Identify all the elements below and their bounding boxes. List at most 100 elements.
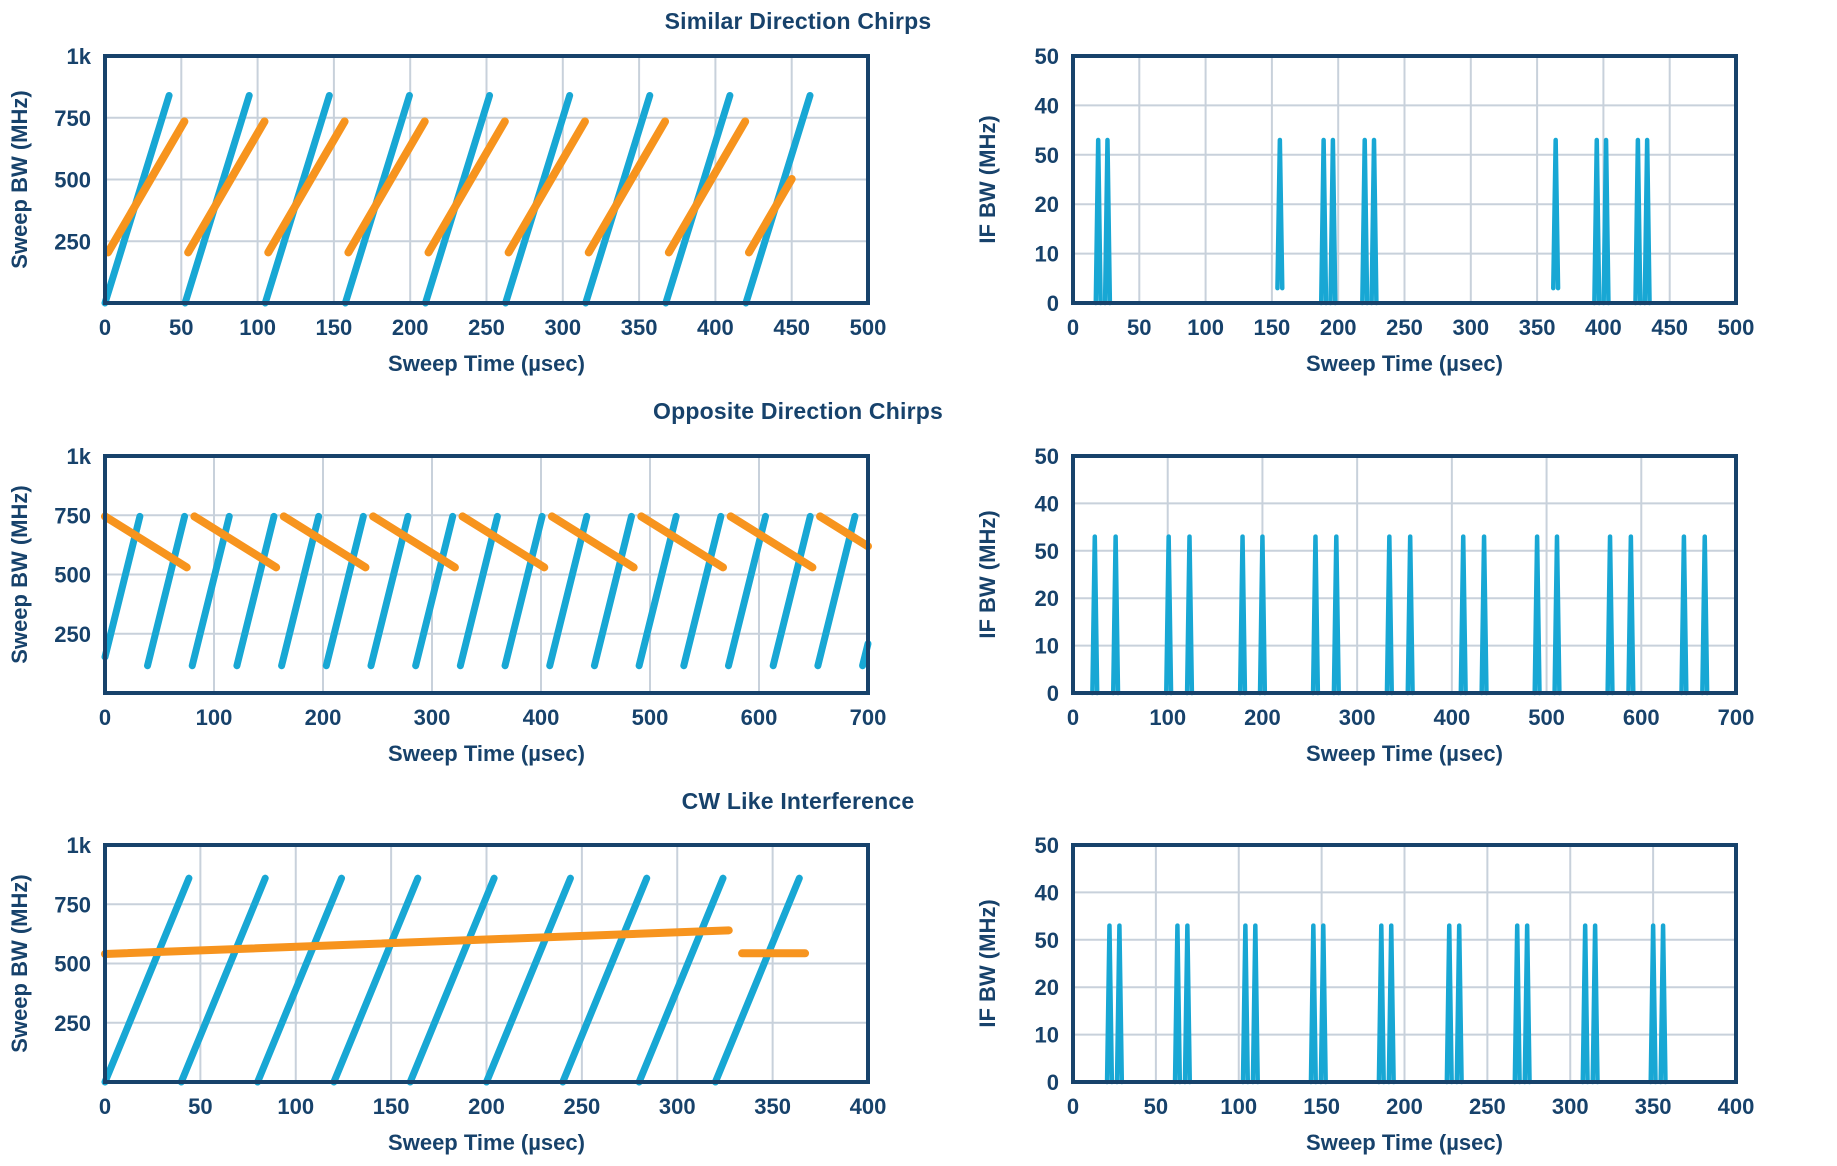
svg-text:50: 50 — [1035, 833, 1059, 858]
svg-text:200: 200 — [468, 1094, 505, 1119]
svg-text:10: 10 — [1035, 242, 1059, 267]
svg-text:1k: 1k — [67, 44, 92, 69]
svg-text:20: 20 — [1035, 586, 1059, 611]
svg-text:Sweep Time (µsec): Sweep Time (µsec) — [388, 351, 585, 376]
svg-text:500: 500 — [54, 563, 91, 588]
svg-text:0: 0 — [1047, 291, 1059, 316]
svg-text:700: 700 — [1718, 705, 1755, 730]
chart-cw-if-bw: 0 50 100 150 200 250 300 350 40050405020100Sweep… — [975, 833, 1754, 1155]
svg-text:0: 0 — [1047, 681, 1059, 706]
svg-text:750: 750 — [54, 892, 91, 917]
svg-text:1k: 1k — [67, 833, 92, 858]
svg-text:0: 0 — [1067, 315, 1079, 340]
svg-text:500: 500 — [1718, 315, 1755, 340]
svg-text:250: 250 — [54, 229, 91, 254]
svg-text:100: 100 — [1220, 1094, 1257, 1119]
svg-text:40: 40 — [1035, 93, 1059, 118]
svg-text:450: 450 — [1651, 315, 1688, 340]
svg-text:700: 700 — [850, 705, 887, 730]
chart-similar-if-bw: 0 50 100 150 200 250 300 350 400 450 5005040502010… — [975, 44, 1754, 376]
svg-text:200: 200 — [305, 705, 342, 730]
svg-text:750: 750 — [54, 106, 91, 131]
svg-text:150: 150 — [373, 1094, 410, 1119]
svg-text:300: 300 — [1339, 705, 1376, 730]
chart-similar-sweep-bw: 0 50 100 150 200 250 300 350 400 450 500 1k 750 500 25… — [7, 44, 886, 376]
svg-text:400: 400 — [523, 705, 560, 730]
svg-text:500: 500 — [1528, 705, 1565, 730]
svg-text:100: 100 — [1187, 315, 1224, 340]
svg-text:1k: 1k — [67, 444, 92, 469]
svg-text:50: 50 — [188, 1094, 212, 1119]
svg-text:0: 0 — [1067, 705, 1079, 730]
chart-cw-sweep-bw: 0 50 100 150 200 250 300 350 400 1k 750 500 250 Sweep… — [7, 833, 886, 1155]
svg-text:0: 0 — [99, 1094, 111, 1119]
svg-text:150: 150 — [1303, 1094, 1340, 1119]
svg-text:50: 50 — [1127, 315, 1151, 340]
svg-text:Sweep Time (µsec): Sweep Time (µsec) — [1306, 1130, 1503, 1155]
svg-text:100: 100 — [1149, 705, 1186, 730]
svg-text:100: 100 — [277, 1094, 314, 1119]
svg-text:20: 20 — [1035, 975, 1059, 1000]
svg-text:300: 300 — [1552, 1094, 1589, 1119]
svg-text:500: 500 — [850, 315, 887, 340]
svg-text:400: 400 — [850, 1094, 887, 1119]
svg-text:250: 250 — [564, 1094, 601, 1119]
svg-text:250: 250 — [1386, 315, 1423, 340]
svg-text:50: 50 — [1035, 539, 1059, 564]
svg-text:250: 250 — [468, 315, 505, 340]
svg-text:350: 350 — [1519, 315, 1556, 340]
svg-text:Sweep Time (µsec): Sweep Time (µsec) — [388, 1130, 585, 1155]
svg-text:350: 350 — [754, 1094, 791, 1119]
svg-text:IF BW (MHz): IF BW (MHz) — [975, 899, 1000, 1027]
svg-text:350: 350 — [621, 315, 658, 340]
svg-text:50: 50 — [1035, 44, 1059, 69]
svg-text:50: 50 — [1035, 928, 1059, 953]
svg-text:400: 400 — [1433, 705, 1470, 730]
row-title-opposite-direction: Opposite Direction Chirps — [653, 398, 943, 424]
svg-text:20: 20 — [1035, 192, 1059, 217]
svg-text:Sweep Time (µsec): Sweep Time (µsec) — [388, 741, 585, 766]
svg-text:500: 500 — [54, 168, 91, 193]
svg-text:500: 500 — [54, 952, 91, 977]
svg-text:0: 0 — [1047, 1070, 1059, 1095]
svg-text:100: 100 — [239, 315, 276, 340]
row-title-cw-like: CW Like Interference — [681, 788, 915, 814]
svg-text:200: 200 — [1386, 1094, 1423, 1119]
svg-text:50: 50 — [169, 315, 193, 340]
svg-text:400: 400 — [697, 315, 734, 340]
svg-text:50: 50 — [1144, 1094, 1168, 1119]
svg-text:IF BW (MHz): IF BW (MHz) — [975, 115, 1000, 243]
svg-text:350: 350 — [1635, 1094, 1672, 1119]
svg-text:200: 200 — [392, 315, 429, 340]
svg-text:IF BW (MHz): IF BW (MHz) — [975, 510, 1000, 638]
svg-text:Sweep Time (µsec): Sweep Time (µsec) — [1306, 351, 1503, 376]
svg-text:500: 500 — [632, 705, 669, 730]
svg-text:40: 40 — [1035, 491, 1059, 516]
svg-text:0: 0 — [99, 705, 111, 730]
svg-text:250: 250 — [54, 1011, 91, 1036]
row-title-similar-direction: Similar Direction Chirps — [664, 8, 932, 34]
chart-opposite-sweep-bw: 0 100 200 300 400 500 600 700 1k 750 500 250 Sweep T… — [7, 444, 886, 766]
svg-text:150: 150 — [1254, 315, 1291, 340]
svg-text:Sweep BW (MHz): Sweep BW (MHz) — [7, 485, 32, 663]
svg-text:10: 10 — [1035, 634, 1059, 659]
svg-text:750: 750 — [54, 503, 91, 528]
svg-text:400: 400 — [1718, 1094, 1755, 1119]
svg-text:300: 300 — [414, 705, 451, 730]
svg-text:200: 200 — [1320, 315, 1357, 340]
svg-text:450: 450 — [773, 315, 810, 340]
svg-text:300: 300 — [1452, 315, 1489, 340]
svg-text:150: 150 — [316, 315, 353, 340]
svg-text:40: 40 — [1035, 880, 1059, 905]
svg-text:10: 10 — [1035, 1023, 1059, 1048]
svg-text:50: 50 — [1035, 143, 1059, 168]
svg-text:400: 400 — [1585, 315, 1622, 340]
svg-text:0: 0 — [1067, 1094, 1079, 1119]
svg-text:50: 50 — [1035, 444, 1059, 469]
svg-text:600: 600 — [741, 705, 778, 730]
svg-text:100: 100 — [196, 705, 233, 730]
svg-text:250: 250 — [54, 622, 91, 647]
svg-text:0: 0 — [99, 315, 111, 340]
